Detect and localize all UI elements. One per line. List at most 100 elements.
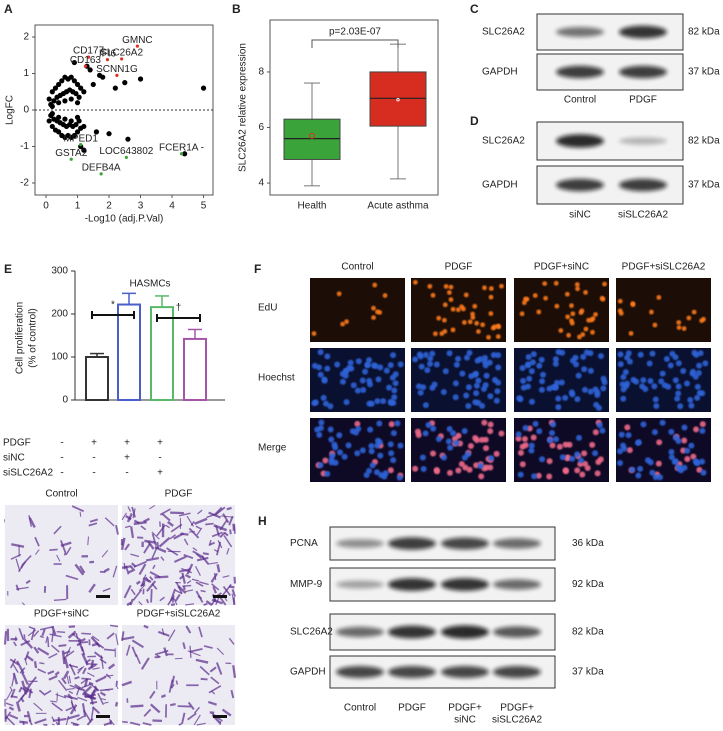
cell-nucleus xyxy=(391,394,398,401)
cell-nucleus xyxy=(490,325,496,331)
stained-cell xyxy=(49,548,58,551)
stained-cell xyxy=(88,681,94,686)
stained-cell xyxy=(130,553,140,558)
stained-cell xyxy=(210,690,216,695)
size-label: 37 kDa xyxy=(688,67,720,78)
data-point xyxy=(76,94,82,100)
cell-nucleus xyxy=(517,471,524,478)
stained-cell xyxy=(159,596,165,602)
cell-nucleus xyxy=(474,357,481,364)
lane-label: PDGF+ xyxy=(448,703,482,714)
stained-cell xyxy=(138,601,143,606)
protein-label: SLC26A2 xyxy=(290,627,333,638)
blot-band xyxy=(441,625,489,639)
stained-cell xyxy=(106,632,115,640)
data-point xyxy=(135,44,139,48)
stained-cell xyxy=(51,702,63,712)
bar xyxy=(117,303,141,402)
stained-cell xyxy=(49,633,62,638)
size-label: 82 kDa xyxy=(572,627,604,638)
cell-nucleus xyxy=(553,379,560,386)
cell-nucleus xyxy=(354,450,361,457)
cell-nucleus xyxy=(555,349,562,356)
cell-nucleus xyxy=(397,442,404,449)
stained-cell xyxy=(195,658,209,664)
stained-cell xyxy=(158,536,171,548)
cell-nucleus xyxy=(640,377,647,384)
stained-cell xyxy=(193,714,201,726)
cell-nucleus xyxy=(623,383,630,390)
data-point xyxy=(86,55,91,59)
cell-nucleus xyxy=(568,389,575,396)
cell-nucleus xyxy=(688,442,695,449)
cell-nucleus xyxy=(425,421,432,428)
stained-cell xyxy=(233,576,237,584)
cell-nucleus xyxy=(360,387,367,394)
cell-nucleus xyxy=(412,279,418,285)
stained-cell xyxy=(33,646,40,654)
y-tick-label: 0 xyxy=(62,395,68,406)
cell-nucleus xyxy=(472,303,478,309)
cell-nucleus xyxy=(593,312,598,317)
cell-nucleus xyxy=(474,320,480,326)
lane-label: siSLC26A2 xyxy=(618,210,668,221)
cell-nucleus xyxy=(668,448,675,455)
stained-cell xyxy=(51,723,55,726)
stained-cell xyxy=(131,562,137,568)
data-point xyxy=(49,111,55,117)
stained-cell xyxy=(87,536,90,546)
y-axis-label: (% of control) xyxy=(28,308,39,367)
cell-nucleus xyxy=(520,384,527,391)
data-point xyxy=(200,85,207,91)
data-point xyxy=(71,59,77,66)
column-label: PDGF+siNC xyxy=(534,262,589,273)
cell-nucleus xyxy=(359,447,366,454)
cell-nucleus xyxy=(486,359,493,366)
stained-cell xyxy=(210,676,220,685)
stained-cell xyxy=(216,564,221,573)
cell-nucleus xyxy=(463,392,470,399)
cell-nucleus xyxy=(465,384,472,391)
cell-nucleus xyxy=(374,398,381,405)
cell-nucleus xyxy=(448,284,454,290)
stained-cell xyxy=(35,549,40,555)
cell-nucleus xyxy=(696,362,703,369)
stained-cell xyxy=(190,648,203,653)
stained-cell xyxy=(13,641,17,647)
cell-nucleus xyxy=(475,377,482,384)
data-point xyxy=(79,143,83,147)
blot-band xyxy=(388,578,436,591)
stained-cell xyxy=(47,670,55,675)
stained-cell xyxy=(132,589,143,601)
data-point xyxy=(96,72,103,78)
x-axis-label: -Log10 (adj.P.Val) xyxy=(85,214,164,225)
cell-nucleus xyxy=(681,424,688,431)
cell-nucleus xyxy=(572,354,579,361)
cell-nucleus xyxy=(467,442,474,449)
stained-cell xyxy=(34,536,40,547)
stained-cell xyxy=(187,701,195,710)
stained-cell xyxy=(30,627,36,641)
cell-nucleus xyxy=(538,386,545,393)
stained-cell xyxy=(121,636,135,641)
stained-cell xyxy=(81,632,92,635)
mean xyxy=(396,98,400,102)
stained-cell xyxy=(196,722,206,726)
stained-cell xyxy=(126,512,133,523)
cell-nucleus xyxy=(594,470,601,477)
cell-nucleus xyxy=(495,364,502,371)
cell-nucleus xyxy=(656,295,662,300)
point-label: CD163 xyxy=(70,55,102,66)
stained-cell xyxy=(57,679,68,692)
data-point xyxy=(125,136,131,142)
stained-cell xyxy=(115,633,119,646)
stained-cell xyxy=(140,657,150,670)
cell-nucleus xyxy=(435,435,442,442)
blot-band xyxy=(388,537,436,550)
stained-cell xyxy=(192,547,198,552)
significance-label: † xyxy=(176,303,182,314)
cell-nucleus xyxy=(699,421,706,428)
stained-cell xyxy=(219,519,228,531)
stained-cell xyxy=(199,665,210,676)
stained-cell xyxy=(97,692,105,706)
